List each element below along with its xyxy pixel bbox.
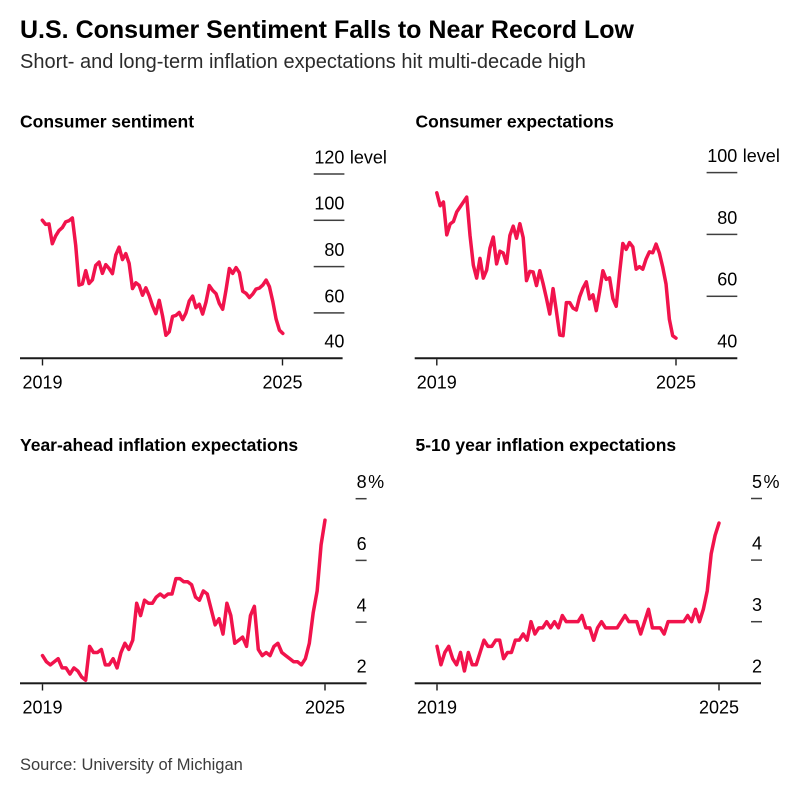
svg-text:8: 8 [357, 472, 367, 492]
svg-text:2: 2 [357, 657, 367, 677]
svg-text:40: 40 [717, 332, 737, 352]
svg-text:%: % [764, 472, 780, 492]
svg-text:Short- and long-term inflation: Short- and long-term inflation expectati… [20, 51, 586, 73]
svg-text:120: 120 [314, 147, 344, 167]
svg-text:100: 100 [707, 146, 737, 166]
svg-text:5-10 year inflation expectatio: 5-10 year inflation expectations [416, 435, 677, 455]
svg-text:40: 40 [324, 332, 344, 352]
svg-text:2019: 2019 [417, 698, 457, 718]
svg-text:Consumer expectations: Consumer expectations [416, 112, 615, 132]
svg-text:2025: 2025 [262, 373, 302, 393]
svg-text:2: 2 [752, 657, 762, 677]
svg-text:60: 60 [717, 270, 737, 290]
svg-text:Consumer sentiment: Consumer sentiment [20, 112, 194, 132]
svg-text:5: 5 [752, 472, 762, 492]
svg-text:6: 6 [357, 534, 367, 554]
svg-text:4: 4 [357, 596, 367, 616]
svg-text:Year-ahead inflation expectati: Year-ahead inflation expectations [20, 435, 298, 455]
svg-text:60: 60 [324, 286, 344, 306]
svg-text:80: 80 [717, 208, 737, 228]
svg-text:Source: University of Michigan: Source: University of Michigan [20, 756, 243, 774]
svg-text:U.S. Consumer Sentiment Falls: U.S. Consumer Sentiment Falls to Near Re… [20, 16, 635, 44]
svg-text:2025: 2025 [699, 698, 739, 718]
svg-text:2019: 2019 [22, 373, 62, 393]
svg-text:level: level [743, 146, 780, 166]
svg-text:100: 100 [314, 194, 344, 214]
svg-text:2025: 2025 [305, 698, 345, 718]
svg-text:3: 3 [752, 595, 762, 615]
svg-text:level: level [350, 147, 387, 167]
svg-text:%: % [368, 472, 384, 492]
svg-text:2019: 2019 [22, 698, 62, 718]
svg-text:4: 4 [752, 534, 762, 554]
svg-text:80: 80 [324, 240, 344, 260]
svg-text:2019: 2019 [417, 373, 457, 393]
svg-text:2025: 2025 [656, 373, 696, 393]
